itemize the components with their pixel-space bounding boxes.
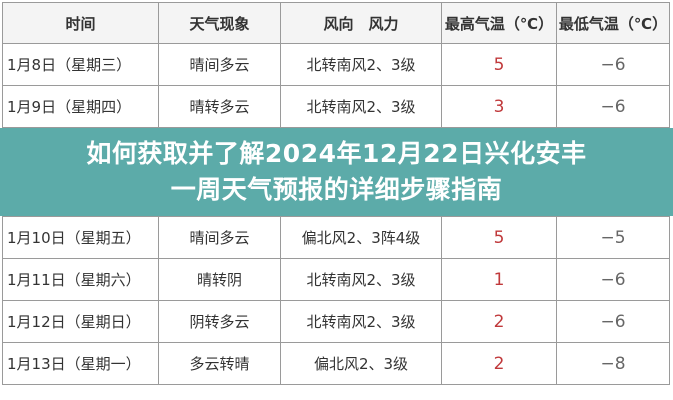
table-row: 1月10日（星期五） 晴间多云 偏北风2、3阵4级 5 −5	[2, 216, 670, 259]
title-line-1: 如何获取并了解2024年12月22日兴化安丰	[86, 139, 587, 168]
cell-high: 5	[441, 216, 557, 259]
cell-weather: 晴转多云	[158, 85, 281, 128]
weather-table-bottom: 1月10日（星期五） 晴间多云 偏北风2、3阵4级 5 −5 1月11日（星期六） 晴转阴北…	[2, 216, 670, 385]
cell-wind: 偏北风2、3阵4级	[280, 216, 442, 259]
table-row: 1月8日（星期三） 晴间多云 北转南风2、3级 5 −6	[2, 43, 670, 86]
cell-weather: 多云转晴	[158, 342, 281, 385]
table-row: 1月13日（星期一） 多云转晴 偏北风2、3级 2 −8	[2, 342, 670, 385]
cell-date: 1月8日（星期三）	[2, 43, 159, 86]
cell-date: 1月12日（星期日）	[2, 300, 159, 343]
weather-table-top: 时间 天气现象 风向 风力 最高气温（℃） 最低气温（℃） 1月8日（星期三）晴…	[2, 2, 670, 128]
cell-date: 1月9日（星期四）	[2, 85, 159, 128]
table-row: 1月9日（星期四） 晴转多云 北转南风2、3级 3 −6	[2, 85, 670, 128]
cell-weather: 晴间多云	[158, 216, 281, 259]
cell-low: −6	[556, 85, 670, 128]
cell-high: 2	[441, 342, 557, 385]
cell-wind: 北转南风2、3级	[280, 85, 442, 128]
cell-low: −6	[556, 258, 670, 301]
header-low: 最低气温（℃）	[556, 2, 670, 44]
cell-low: −8	[556, 342, 670, 385]
cell-date: 1月13日（星期一）	[2, 342, 159, 385]
cell-wind: 偏北风2、3级	[280, 342, 442, 385]
table-row: 1月12日（星期日） 阴转多云 北转南风2、3级 2 −6	[2, 300, 670, 343]
cell-wind: 北转南风2、3级	[280, 258, 442, 301]
cell-high: 1	[441, 258, 557, 301]
header-wind: 风向 风力	[280, 2, 442, 44]
header-high: 最高气温（℃）	[441, 2, 557, 44]
header-weather: 天气现象	[158, 2, 281, 44]
cell-low: −6	[556, 300, 670, 343]
cell-weather: 晴间多云	[158, 43, 281, 86]
cell-high: 2	[441, 300, 557, 343]
title-banner: 如何获取并了解2024年12月22日兴化安丰 一周天气预报的详细步骤指南	[0, 128, 673, 216]
table-row: 1月11日（星期六） 晴转阴 北转南风2、3级 1 −6	[2, 258, 670, 301]
cell-high: 3	[441, 85, 557, 128]
cell-weather: 阴转多云	[158, 300, 281, 343]
weather-table-wrap: 时间 天气现象 风向 风力 最高气温（℃） 最低气温（℃） 1月8日（星期三）晴…	[0, 2, 673, 385]
cell-date: 1月10日（星期五）	[2, 216, 159, 259]
cell-wind: 北转南风2、3级	[280, 43, 442, 86]
cell-date: 1月11日（星期六）	[2, 258, 159, 301]
cell-wind: 北转南风2、3级	[280, 300, 442, 343]
cell-high: 5	[441, 43, 557, 86]
title-line-2: 一周天气预报的详细步骤指南	[170, 175, 503, 204]
header-time: 时间	[2, 2, 159, 44]
cell-low: −5	[556, 216, 670, 259]
cell-low: −6	[556, 43, 670, 86]
header-row: 时间 天气现象 风向 风力 最高气温（℃） 最低气温（℃）	[2, 2, 670, 44]
cell-weather: 晴转阴	[158, 258, 281, 301]
